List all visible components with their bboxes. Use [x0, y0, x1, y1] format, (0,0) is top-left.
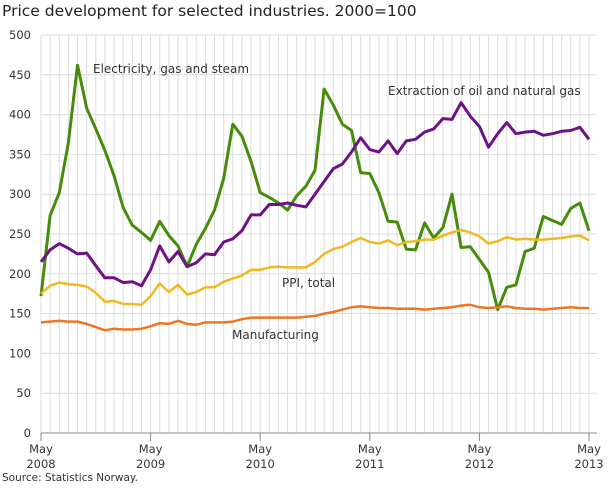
- y-tick-label: 300: [9, 187, 31, 201]
- series-label: Extraction of oil and natural gas: [388, 84, 581, 98]
- series-line-3: [40, 303, 589, 332]
- x-tick-label-month: May: [577, 442, 601, 456]
- x-tick-label-year: 2009: [136, 457, 165, 471]
- series-line-1: [39, 101, 591, 288]
- x-tick-label-year: 2010: [246, 457, 275, 471]
- y-tick-label: 500: [9, 28, 31, 42]
- y-tick-label: 450: [9, 68, 31, 82]
- y-tick-label: 50: [16, 386, 31, 400]
- x-tick-label-month: May: [29, 442, 53, 456]
- series-label: Manufacturing: [232, 328, 319, 342]
- series-line-2: [40, 228, 590, 307]
- chart-title: Price development for selected industrie…: [2, 2, 417, 20]
- source-note: Source: Statistics Norway.: [2, 472, 138, 484]
- x-tick-label-month: May: [248, 442, 272, 456]
- y-tick-label: 0: [24, 426, 31, 440]
- x-tick-label-year: 2012: [465, 457, 494, 471]
- y-tick-label: 350: [9, 147, 31, 161]
- y-tick-label: 100: [9, 346, 31, 360]
- x-tick-label-month: May: [358, 442, 382, 456]
- y-tick-label: 150: [9, 307, 31, 321]
- x-tick-label-year: 2008: [26, 457, 55, 471]
- series-label: PPI, total: [282, 276, 335, 290]
- series-line-0: [39, 63, 591, 312]
- x-tick-label-year: 2013: [574, 457, 603, 471]
- x-tick-label-month: May: [139, 442, 163, 456]
- y-tick-label: 200: [9, 267, 31, 281]
- x-tick-label-year: 2011: [355, 457, 384, 471]
- x-tick-label-month: May: [468, 442, 492, 456]
- series-label: Electricity, gas and steam: [93, 62, 249, 76]
- y-tick-label: 400: [9, 108, 31, 122]
- y-tick-label: 250: [9, 227, 31, 241]
